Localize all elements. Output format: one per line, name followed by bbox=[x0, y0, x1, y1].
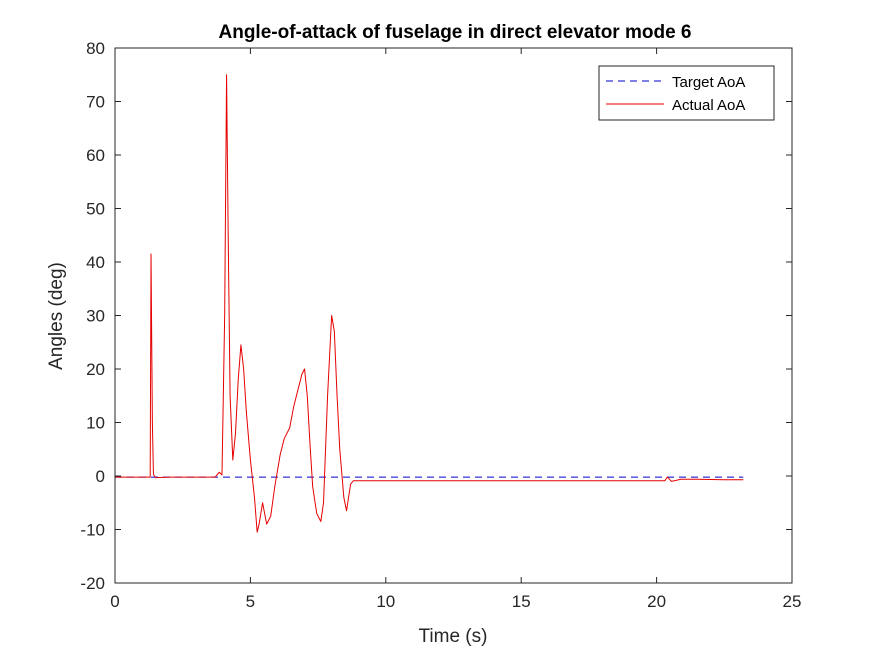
y-tick-label: -10 bbox=[80, 521, 105, 540]
legend: Target AoA Actual AoA bbox=[598, 65, 775, 121]
legend-label-target: Target AoA bbox=[672, 74, 745, 91]
legend-label-actual: Actual AoA bbox=[672, 97, 745, 114]
y-tick-label: -20 bbox=[80, 574, 105, 593]
y-tick-label: 70 bbox=[86, 93, 105, 112]
x-tick-label: 25 bbox=[783, 592, 802, 611]
y-tick-label: 80 bbox=[86, 39, 105, 58]
y-axis-label: Angles (deg) bbox=[46, 262, 67, 370]
x-axis-label: Time (s) bbox=[419, 626, 488, 647]
x-tick-label: 0 bbox=[110, 592, 119, 611]
x-tick-label: 15 bbox=[512, 592, 531, 611]
x-tick-label: 5 bbox=[246, 592, 255, 611]
y-tick-label: 40 bbox=[86, 253, 105, 272]
legend-box bbox=[598, 65, 775, 121]
y-tick-label: 60 bbox=[86, 146, 105, 165]
y-tick-label: 0 bbox=[96, 467, 105, 486]
series-layer bbox=[115, 74, 744, 533]
x-tick-label: 20 bbox=[647, 592, 666, 611]
series-actual-aoa-line bbox=[115, 74, 744, 533]
y-tick-label: 20 bbox=[86, 360, 105, 379]
y-tick-label: 30 bbox=[86, 307, 105, 326]
x-tick-label: 10 bbox=[376, 592, 395, 611]
chart-title: Angle-of-attack of fuselage in direct el… bbox=[219, 22, 692, 43]
y-tick-label: 10 bbox=[86, 414, 105, 433]
ticks-layer: 0 5 10 15 20 25 -20 -10 0 10 20 30 40 50 60 70 80 bbox=[80, 39, 801, 611]
y-tick-label: 50 bbox=[86, 200, 105, 219]
plot-area bbox=[115, 48, 792, 583]
